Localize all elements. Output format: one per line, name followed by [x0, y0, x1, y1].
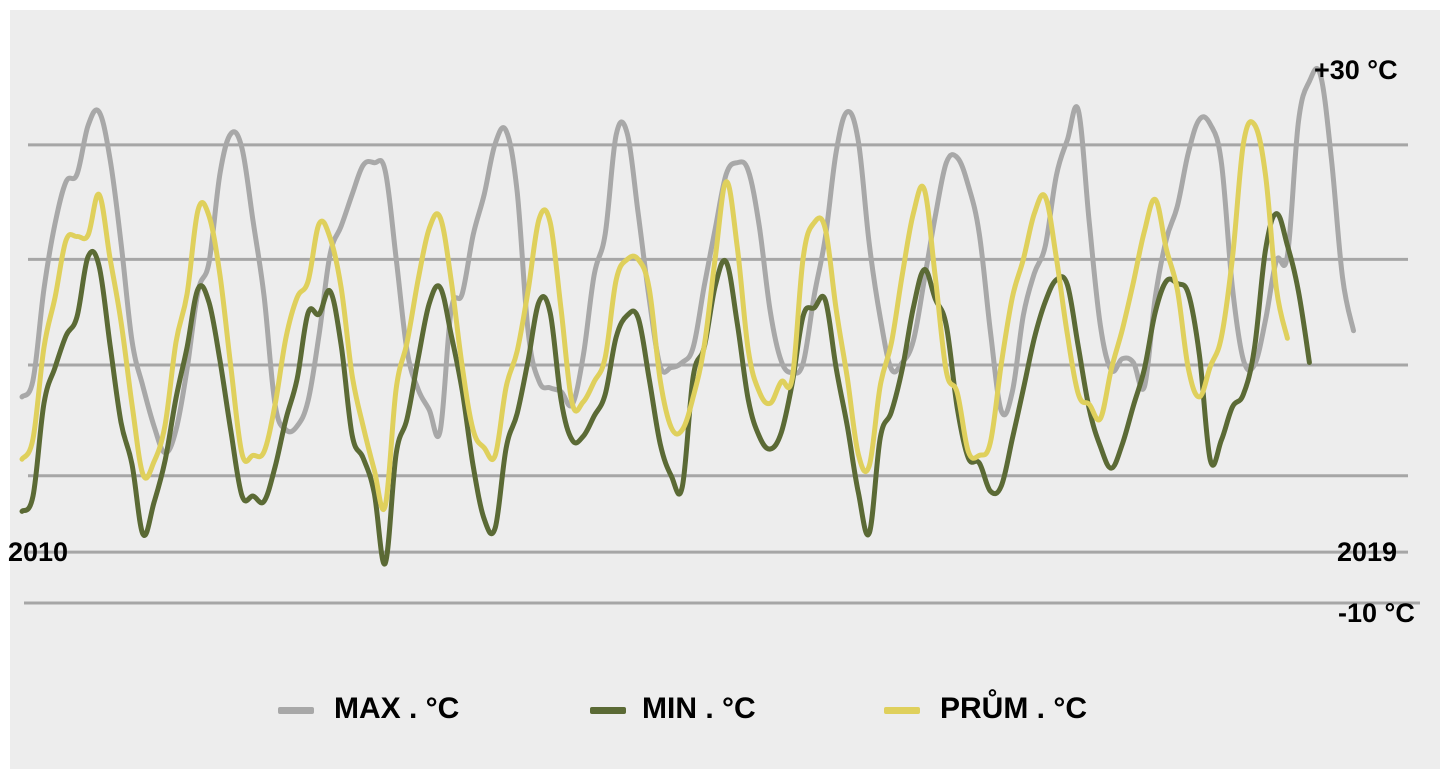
- legend-label-max: MAX . °C: [334, 692, 460, 725]
- x-start-label: 2010: [8, 537, 69, 567]
- x-end-label: 2019: [1337, 537, 1398, 567]
- series-lines: [19, 66, 1356, 567]
- legend-swatch-min: [590, 707, 626, 714]
- chart-legend: MAX . °C MIN . °C PRŮM . °C: [0, 690, 1440, 730]
- legend-swatch-max: [278, 707, 314, 714]
- legend-label-avg: PRŮM . °C: [940, 692, 1087, 725]
- temperature-line-chart: [19, 66, 1420, 605]
- series-line-min: [19, 211, 1312, 567]
- legend-label-min: MIN . °C: [642, 692, 756, 725]
- legend-swatch-avg: [884, 707, 920, 714]
- series-line-avg: [19, 119, 1290, 512]
- chart-panel: [10, 10, 1440, 769]
- series-line-max: [19, 66, 1356, 456]
- y-min-label: -10 °C: [1338, 598, 1415, 628]
- y-max-label: +30 °C: [1314, 55, 1398, 85]
